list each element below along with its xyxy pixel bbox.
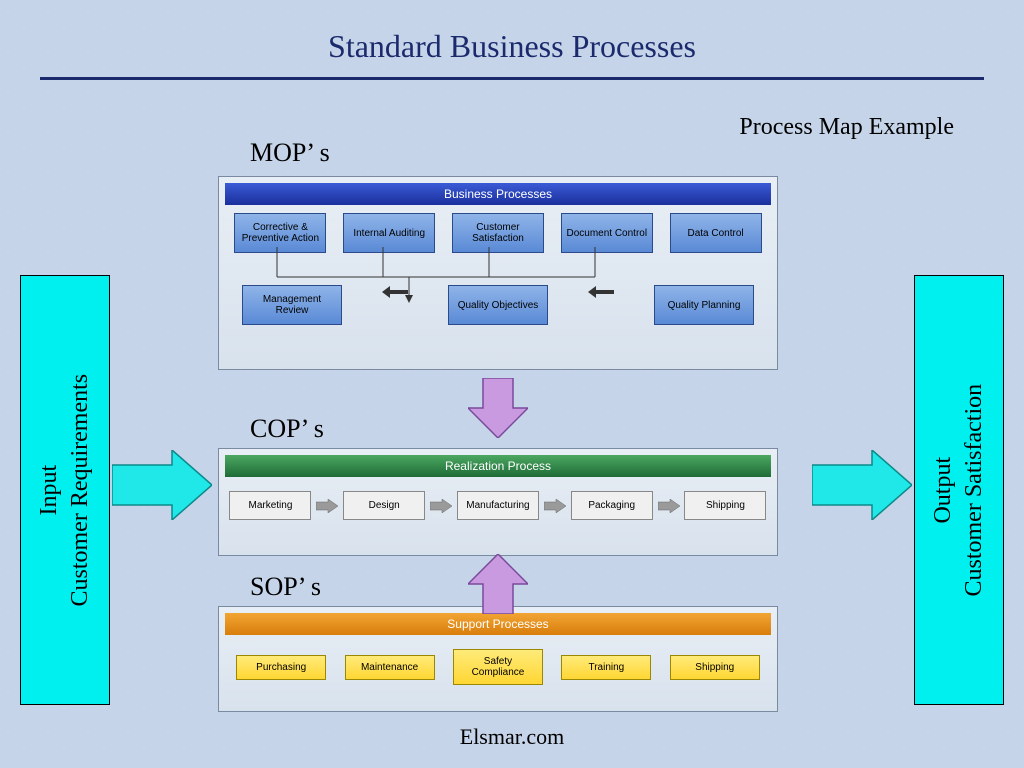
box-marketing: Marketing — [229, 491, 311, 520]
footer: Elsmar.com — [0, 724, 1024, 750]
label-mop: MOP’ s — [250, 138, 330, 168]
box-purchasing: Purchasing — [236, 655, 326, 680]
arrow-left-icon — [382, 285, 408, 297]
sop-row: Purchasing Maintenance Safety Compliance… — [225, 643, 771, 685]
box-document-control: Document Control — [561, 213, 653, 253]
box-packaging: Packaging — [571, 491, 653, 520]
label-cop: COP’ s — [250, 414, 324, 444]
arrow-right-icon — [544, 499, 566, 513]
box-quality-objectives: Quality Objectives — [448, 285, 548, 325]
page-title: Standard Business Processes — [0, 0, 1024, 65]
arrow-right-icon — [658, 499, 680, 513]
subtitle: Process Map Example — [739, 114, 954, 141]
box-design: Design — [343, 491, 425, 520]
flow-arrow-output — [812, 450, 912, 520]
mop-header: Business Processes — [225, 183, 771, 205]
box-training: Training — [561, 655, 651, 680]
output-box: OutputCustomer Satisfaction — [914, 275, 1004, 705]
box-maintenance: Maintenance — [345, 655, 435, 680]
input-box: InputCustomer Requirements — [20, 275, 110, 705]
box-corrective-action: Corrective & Preventive Action — [234, 213, 326, 253]
flow-arrow-input — [112, 450, 212, 520]
mop-panel: Business Processes Corrective & Preventi… — [218, 176, 778, 370]
label-sop: SOP’ s — [250, 572, 321, 602]
cop-header: Realization Process — [225, 455, 771, 477]
input-text: InputCustomer Requirements — [34, 374, 96, 607]
box-data-control: Data Control — [670, 213, 762, 253]
box-management-review: Management Review — [242, 285, 342, 325]
arrow-left-icon — [588, 285, 614, 297]
box-safety-compliance: Safety Compliance — [453, 649, 543, 685]
mop-row1: Corrective & Preventive Action Internal … — [225, 213, 771, 253]
box-shipping-sop: Shipping — [670, 655, 760, 680]
title-underline — [40, 77, 984, 80]
mop-row2: Management Review Quality Objectives Qua… — [225, 285, 771, 325]
sop-panel: Support Processes Purchasing Maintenance… — [218, 606, 778, 712]
arrow-sop-to-cop — [468, 554, 528, 614]
cop-row: Marketing Design Manufacturing Packaging… — [225, 485, 771, 520]
arrow-right-icon — [316, 499, 338, 513]
sop-header: Support Processes — [225, 613, 771, 635]
box-internal-auditing: Internal Auditing — [343, 213, 435, 253]
box-manufacturing: Manufacturing — [457, 491, 539, 520]
output-text: OutputCustomer Satisfaction — [928, 384, 990, 597]
arrow-mop-to-cop — [468, 378, 528, 438]
box-customer-satisfaction: Customer Satisfaction — [452, 213, 544, 253]
cop-panel: Realization Process Marketing Design Man… — [218, 448, 778, 556]
box-quality-planning: Quality Planning — [654, 285, 754, 325]
box-shipping: Shipping — [684, 491, 766, 520]
arrow-right-icon — [430, 499, 452, 513]
